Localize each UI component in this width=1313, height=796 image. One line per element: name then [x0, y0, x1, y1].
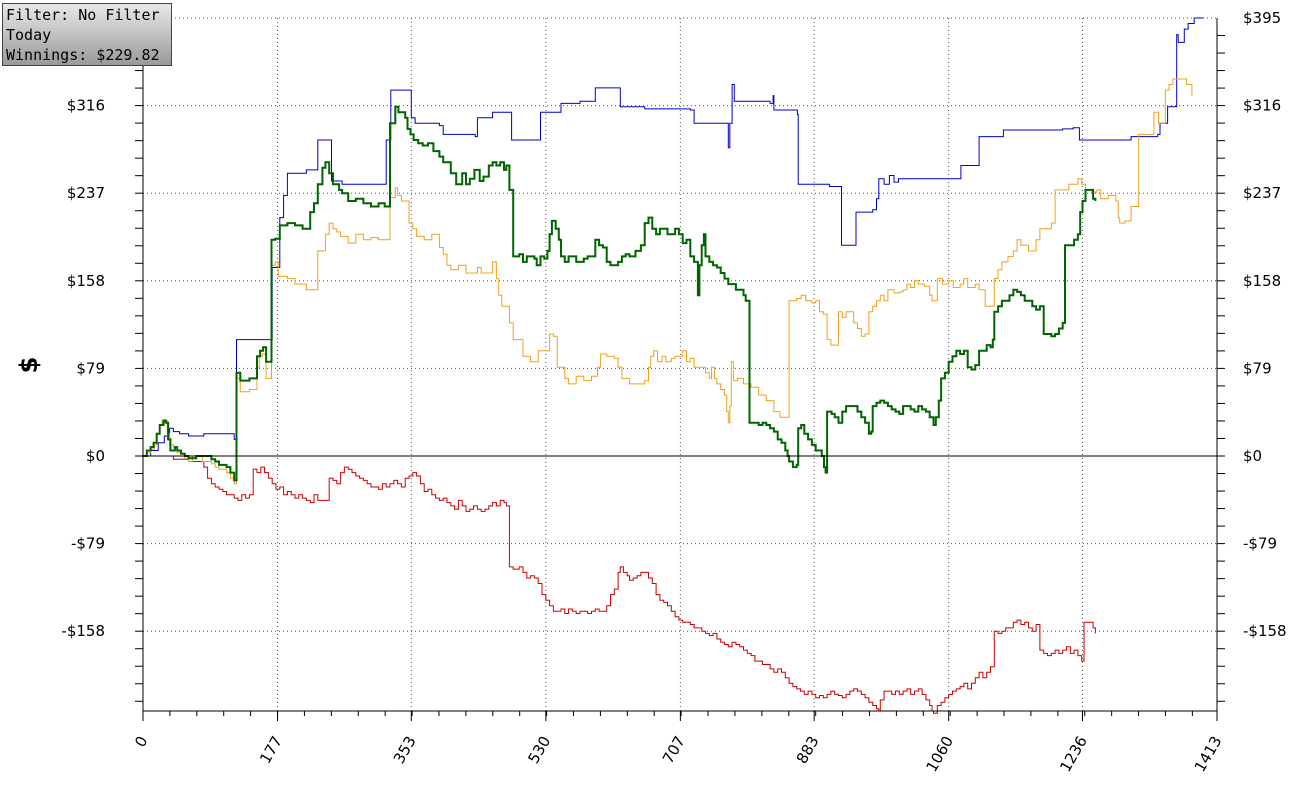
- y-tick-label-right: $0: [1243, 447, 1262, 465]
- y-tick-label-left: $158: [67, 272, 105, 290]
- x-tick-label: 883: [793, 733, 823, 767]
- y-tick-label-left: $316: [67, 97, 105, 115]
- y-tick-label-left: $79: [76, 359, 105, 377]
- filter-info-box: Filter: No Filter Today Winnings: $229.8…: [2, 3, 172, 66]
- x-tick-label: 177: [256, 733, 286, 767]
- x-tick-label: 530: [524, 733, 554, 767]
- y-axis-title-left: $: [15, 356, 43, 374]
- y-tick-label-right: $79: [1243, 359, 1272, 377]
- x-axis: 0 177 353 530 707 883 1060 1236 1413: [131, 733, 1225, 775]
- series-line: [143, 17, 1204, 457]
- y-axis-left: -$158-$79$0$79$158$237$316$395: [61, 9, 105, 640]
- winnings-label: Winnings: $229.82: [6, 46, 160, 64]
- axes: [135, 18, 1225, 721]
- x-tick-label: 1236: [1056, 733, 1091, 775]
- y-tick-label-left: $237: [67, 184, 105, 202]
- x-tick-label: 707: [659, 733, 689, 767]
- x-tick-label: 1413: [1191, 733, 1226, 775]
- filter-label: Filter: No Filter: [6, 6, 160, 24]
- x-tick-label: 0: [131, 733, 151, 750]
- y-tick-label-right: -$158: [1243, 622, 1287, 640]
- y-tick-label-right: $395: [1243, 9, 1281, 27]
- grid: [142, 17, 1218, 711]
- period-label: Today: [6, 26, 52, 44]
- series-line: [143, 455, 1096, 714]
- y-tick-label-left: -$158: [61, 622, 105, 640]
- y-tick-label-right: -$79: [1243, 535, 1277, 553]
- y-tick-label-right: $316: [1243, 97, 1281, 115]
- x-tick-label: 353: [390, 733, 420, 767]
- series-line: [143, 78, 1193, 485]
- y-tick-label-left: $0: [86, 447, 105, 465]
- x-tick-label: 1060: [922, 733, 957, 775]
- y-tick-label-left: -$79: [71, 535, 105, 553]
- y-axis-right: -$158 -$79 $0 $79 $158 $237 $316 $395: [1243, 9, 1287, 640]
- series-line: [143, 105, 1097, 482]
- y-tick-label-right: $237: [1243, 184, 1281, 202]
- chart-lines: [143, 17, 1204, 714]
- y-tick-label-right: $158: [1243, 272, 1281, 290]
